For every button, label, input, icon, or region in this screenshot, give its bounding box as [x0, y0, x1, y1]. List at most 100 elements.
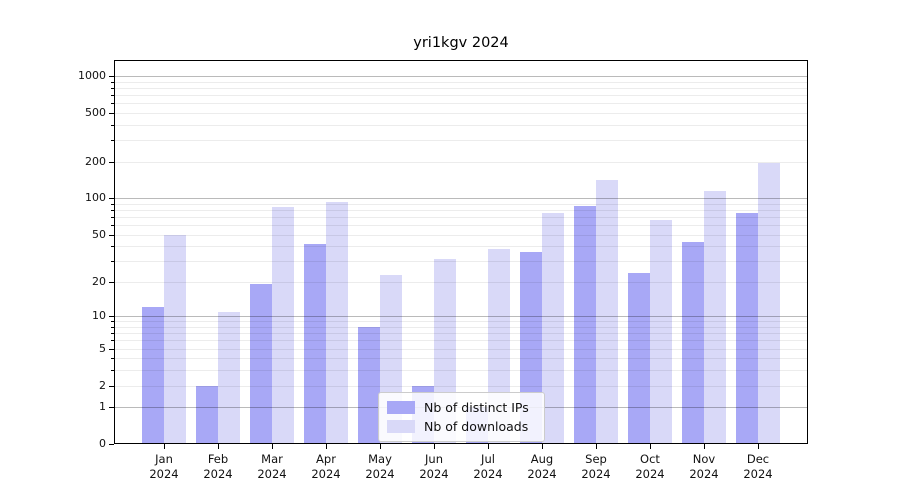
bar-distinct-ips-may	[358, 327, 380, 444]
legend-row-distinct-ips: Nb of distinct IPs	[387, 400, 536, 415]
y-minor-tick-mark	[111, 161, 114, 163]
y-tick-label: 50	[92, 227, 106, 241]
y-tick-mark	[109, 444, 114, 445]
y-minor-tick-mark	[111, 209, 114, 211]
x-tick-month: Jun	[425, 452, 443, 466]
x-tick-label: Feb 2024	[188, 452, 248, 482]
legend: Nb of distinct IPs Nb of downloads	[378, 392, 545, 442]
y-tick-label: 20	[92, 274, 106, 288]
y-minor-tick-mark	[111, 281, 114, 283]
bar-downloads-oct	[650, 220, 672, 444]
y-minor-tick-mark	[111, 261, 114, 263]
x-tick-year: 2024	[635, 467, 665, 481]
x-tick-month: Apr	[316, 452, 336, 466]
x-tick-label: Sep 2024	[566, 452, 626, 482]
bar-distinct-ips-oct	[628, 272, 650, 444]
bar-distinct-ips-mar	[250, 284, 272, 444]
x-tick-mark	[488, 444, 489, 449]
y-tick-mark	[109, 316, 114, 318]
x-tick-label: Dec 2024	[728, 452, 788, 482]
bar-downloads-sep	[596, 180, 618, 444]
y-minor-tick-mark	[111, 234, 114, 236]
x-tick-label: Jul 2024	[458, 452, 518, 482]
y-minor-tick-mark	[111, 81, 114, 83]
bar-downloads-nov	[704, 190, 726, 444]
minor-gridline	[114, 87, 808, 89]
chart-title: yri1kgv 2024	[413, 35, 509, 51]
x-tick-month: Oct	[640, 452, 660, 466]
x-tick-label: Aug 2024	[512, 452, 572, 482]
bar-distinct-ips-apr	[304, 243, 326, 444]
y-tick-label: 500	[85, 105, 106, 119]
y-minor-tick-mark	[111, 216, 114, 218]
y-minor-tick-mark	[111, 103, 114, 105]
minor-gridline	[114, 103, 808, 105]
x-tick-year: 2024	[311, 467, 341, 481]
bar-downloads-feb	[218, 311, 240, 444]
y-minor-tick-mark	[111, 348, 114, 350]
bar-downloads-mar	[272, 206, 294, 444]
x-tick-year: 2024	[419, 467, 449, 481]
legend-swatch-downloads	[387, 420, 415, 433]
x-tick-year: 2024	[473, 467, 503, 481]
y-tick-label: 1000	[78, 69, 106, 82]
y-tick-label: 100	[85, 191, 106, 205]
x-tick-month: Nov	[692, 452, 716, 466]
y-tick-label: 10	[92, 309, 106, 323]
x-tick-label: Apr 2024	[296, 452, 356, 482]
x-tick-label: Oct 2024	[620, 452, 680, 482]
y-minor-tick-mark	[111, 370, 114, 372]
y-tick-label: 200	[85, 154, 106, 168]
y-tick-mark	[109, 407, 114, 409]
minor-gridline	[114, 161, 808, 163]
bar-downloads-aug	[542, 212, 564, 444]
x-tick-month: May	[368, 452, 392, 466]
legend-label-downloads: Nb of downloads	[424, 419, 529, 434]
bar-downloads-apr	[326, 202, 348, 444]
x-tick-year: 2024	[149, 467, 179, 481]
x-tick-mark	[542, 444, 543, 449]
x-tick-label: Jun 2024	[404, 452, 464, 482]
y-tick-label: 0	[99, 437, 106, 450]
x-tick-label: Jan 2024	[134, 452, 194, 482]
y-minor-tick-mark	[111, 358, 114, 360]
y-minor-tick-mark	[111, 94, 114, 96]
x-tick-month: Jul	[481, 452, 495, 466]
y-minor-tick-mark	[111, 246, 114, 248]
x-tick-mark	[434, 444, 435, 449]
minor-gridline	[114, 112, 808, 114]
y-minor-tick-mark	[111, 203, 114, 205]
x-tick-mark	[758, 444, 759, 449]
x-tick-label: Nov 2024	[674, 452, 734, 482]
major-gridline	[114, 76, 808, 77]
x-tick-year: 2024	[743, 467, 773, 481]
legend-label-distinct-ips: Nb of distinct IPs	[424, 400, 529, 415]
minor-gridline	[114, 94, 808, 96]
x-tick-mark	[596, 444, 597, 449]
bar-downloads-jan	[164, 234, 186, 444]
x-tick-year: 2024	[689, 467, 719, 481]
y-minor-tick-mark	[111, 225, 114, 226]
x-tick-label: May 2024	[350, 452, 410, 482]
x-tick-month: Mar	[261, 452, 283, 466]
y-tick-mark	[109, 76, 114, 77]
y-minor-tick-mark	[111, 333, 114, 335]
x-tick-month: Sep	[585, 452, 607, 466]
legend-row-downloads: Nb of downloads	[387, 419, 536, 434]
y-tick-label: 5	[99, 341, 106, 355]
x-tick-mark	[272, 444, 273, 449]
x-tick-mark	[650, 444, 651, 449]
y-minor-tick-mark	[111, 321, 114, 323]
y-minor-tick-mark	[111, 340, 114, 342]
y-minor-tick-mark	[111, 327, 114, 328]
bar-distinct-ips-feb	[196, 385, 218, 444]
y-tick-label: 1	[99, 400, 106, 414]
x-tick-mark	[326, 444, 327, 449]
x-tick-month: Feb	[207, 452, 229, 466]
y-minor-tick-mark	[111, 385, 114, 387]
plot-area	[114, 60, 808, 444]
y-minor-tick-mark	[111, 87, 114, 89]
x-tick-mark	[164, 444, 165, 449]
bar-distinct-ips-sep	[574, 205, 596, 444]
